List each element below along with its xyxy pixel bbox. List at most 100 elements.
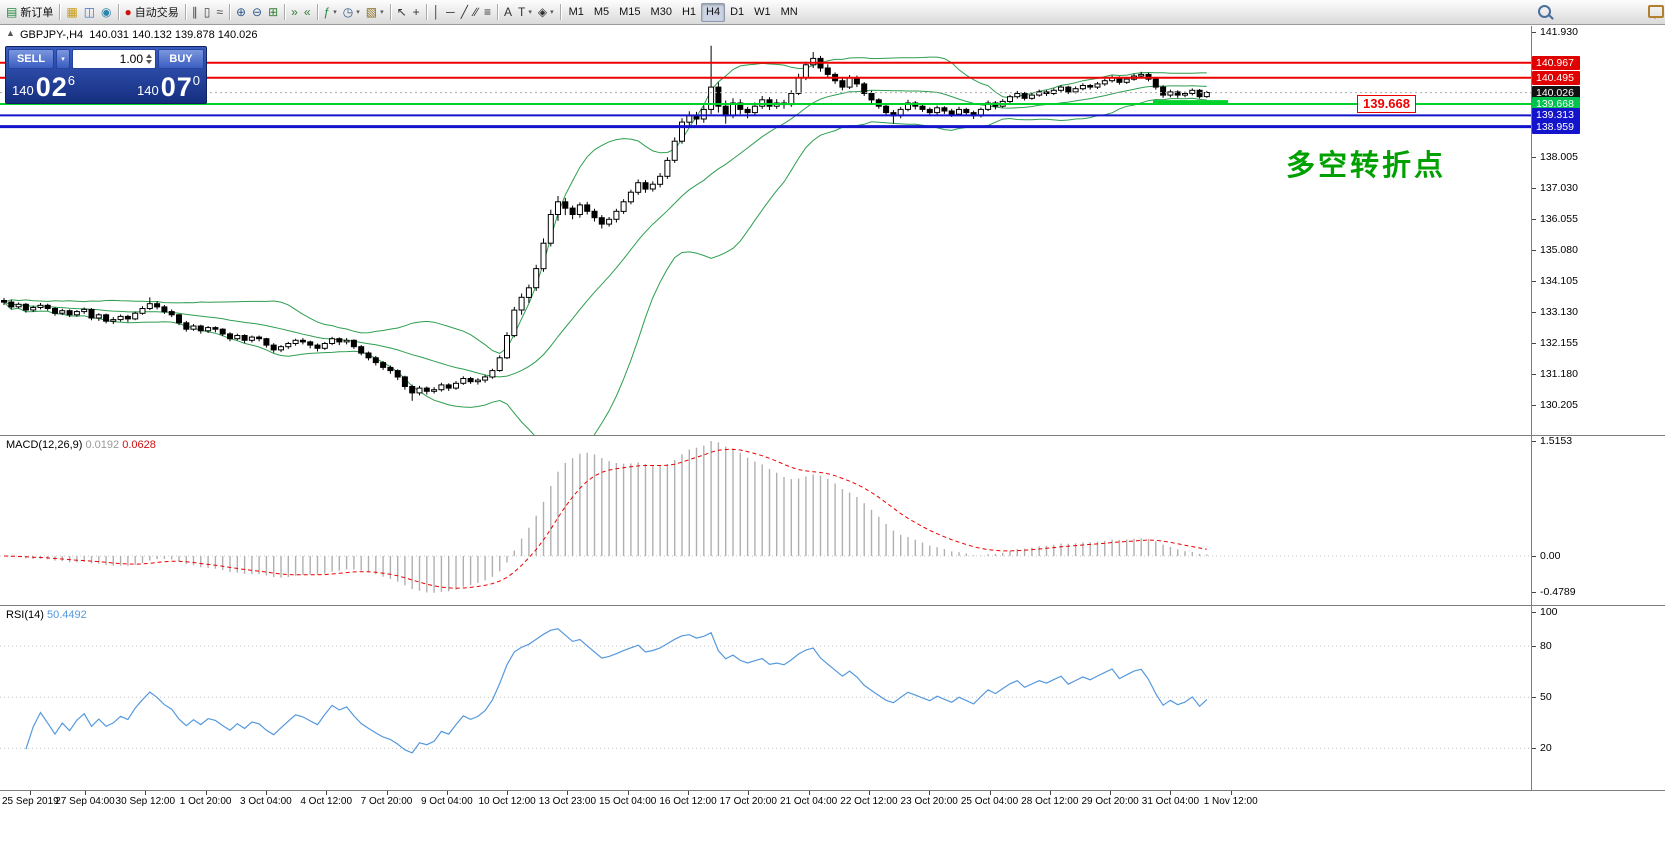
time-label: 25 Sep 2019 <box>2 796 59 807</box>
macd-indicator-pane[interactable] <box>0 436 1531 605</box>
rsi-label: RSI(14) 50.4492 <box>6 609 87 621</box>
time-tick <box>989 791 991 795</box>
candlestick-chart-button[interactable]: ▯ <box>201 2 214 22</box>
time-tick <box>386 791 388 795</box>
time-tick <box>808 791 810 795</box>
pane-separator[interactable] <box>0 435 1665 436</box>
price-badge: 138.959 <box>1532 119 1580 134</box>
tile-windows-button[interactable]: ⊞ <box>265 2 281 22</box>
price-label-object[interactable]: 139.668 <box>1357 95 1416 113</box>
horizontal-line-button[interactable]: ─ <box>443 2 458 22</box>
templates-button-icon: ▧ <box>365 5 378 19</box>
zoom-out-button[interactable]: ⊖ <box>249 2 265 22</box>
time-tick <box>205 791 207 795</box>
pane-separator[interactable] <box>0 605 1665 606</box>
cursor-button-icon: ↖ <box>396 5 407 19</box>
rsi-tick-label: 80 <box>1540 640 1552 653</box>
price-tick-label: 131.180 <box>1540 368 1578 381</box>
chart-shift-button[interactable]: « <box>301 2 314 22</box>
level-lines <box>0 61 1531 129</box>
bid-price[interactable]: 140 02 6 <box>12 73 75 101</box>
equidistant-channel-button[interactable]: ∕∕ <box>471 2 481 22</box>
timeframe-H4[interactable]: H4 <box>701 2 726 22</box>
equidistant-channel-button-icon: ∕∕ <box>473 5 478 19</box>
lot-preset-dropdown[interactable]: ▾ <box>56 49 70 69</box>
time-tick <box>929 791 931 795</box>
rsi-chart[interactable] <box>0 606 1531 789</box>
rsi-tick <box>1532 748 1536 750</box>
timeframe-W1[interactable]: W1 <box>749 3 776 22</box>
templates-button[interactable]: ▧ ▾ <box>363 2 387 22</box>
candlestick-chart[interactable] <box>0 26 1531 435</box>
price-badge: 140.026 <box>1532 85 1580 100</box>
price-scale[interactable]: 141.930 138.005 137.030 136.055 135.080 134.1… <box>1532 26 1665 790</box>
trade-panel-collapse-icon[interactable]: ▲ <box>6 28 15 38</box>
data-window-icon[interactable]: ◫ <box>81 2 98 22</box>
time-axis[interactable]: 25 Sep 2019 27 Sep 04:00 30 Sep 12:00 1 Oct… <box>0 790 1665 812</box>
macd-signal-value: 0.0628 <box>122 439 156 451</box>
navigator-icon[interactable]: ◉ <box>98 2 114 22</box>
indicators-button[interactable]: ƒ ▾ <box>321 2 340 22</box>
lot-size-input[interactable]: 1.00 <box>72 49 156 69</box>
timeframe-H1-label: H1 <box>681 6 697 18</box>
trendline-button-icon: ╱ <box>460 5 468 19</box>
price-chart-pane[interactable] <box>0 26 1531 435</box>
chart-annotation-text[interactable]: 多空转折点 <box>1286 150 1447 182</box>
periods-button[interactable]: ◷ ▾ <box>340 2 363 22</box>
time-label: 27 Sep 04:00 <box>55 796 115 807</box>
time-tick <box>265 791 267 795</box>
lot-increase-icon[interactable] <box>146 51 152 58</box>
time-tick <box>30 791 31 795</box>
toolbar-separator <box>389 4 391 20</box>
cursor-button[interactable]: ↖ <box>394 2 410 22</box>
lot-decrease-icon[interactable] <box>146 60 152 67</box>
timeframe-M15[interactable]: M15 <box>614 3 645 22</box>
crosshair-button[interactable]: + <box>410 2 423 22</box>
charts-window-icon[interactable]: ▦ <box>63 2 80 22</box>
shapes-button[interactable]: ◈ ▾ <box>535 2 557 22</box>
timeframe-M1[interactable]: M1 <box>564 3 589 22</box>
timeframe-MN[interactable]: MN <box>776 3 803 22</box>
macd-histogram <box>10 441 1208 593</box>
new-order-button[interactable]: ▤ 新订单 <box>3 2 56 22</box>
sell-button[interactable]: SELL <box>8 49 54 69</box>
zoom-in-button-icon: ⊕ <box>235 5 247 19</box>
rsi-indicator-pane[interactable] <box>0 606 1531 789</box>
time-label: 13 Oct 23:00 <box>538 796 597 807</box>
timeframe-H1[interactable]: H1 <box>677 3 701 22</box>
templates-button-caret: ▾ <box>380 9 384 16</box>
time-label: 16 Oct 12:00 <box>659 796 717 807</box>
time-tick <box>868 791 870 795</box>
timeframe-M5[interactable]: M5 <box>589 3 614 22</box>
time-label: 4 Oct 12:00 <box>300 796 353 807</box>
text-label-button[interactable]: T ▾ <box>515 2 535 22</box>
buy-button[interactable]: BUY <box>158 49 204 69</box>
trade-panel-prices: 140 02 6 140 07 0 <box>8 69 204 101</box>
timeframe-D1[interactable]: D1 <box>725 3 749 22</box>
auto-scroll-button[interactable]: » <box>288 2 301 22</box>
ask-price[interactable]: 140 07 0 <box>137 73 200 101</box>
bid-prefix: 140 <box>12 83 34 98</box>
time-label: 7 Oct 20:00 <box>360 796 413 807</box>
fibonacci-button[interactable]: ≡ <box>481 2 494 22</box>
text-button[interactable]: A <box>501 2 515 22</box>
vertical-line-button[interactable]: │ <box>430 2 444 22</box>
macd-chart[interactable] <box>0 436 1531 605</box>
zoom-in-button[interactable]: ⊕ <box>233 2 249 22</box>
trendline-button[interactable]: ╱ <box>458 2 471 22</box>
vertical-line-button-icon: │ <box>432 5 441 19</box>
line-chart-button[interactable]: ≈ <box>213 2 226 22</box>
search-icon[interactable] <box>1538 5 1551 23</box>
price-tick-label: 132.155 <box>1540 337 1578 350</box>
time-label: 3 Oct 04:00 <box>240 796 292 807</box>
lot-spinner[interactable] <box>146 51 152 67</box>
bar-chart-button[interactable]: ∥ <box>189 2 201 22</box>
time-label: 25 Oct 04:00 <box>960 796 1019 807</box>
chat-icon[interactable] <box>1648 5 1664 23</box>
time-tick <box>1170 791 1172 795</box>
timeframe-W1-label: W1 <box>754 6 771 18</box>
price-tick-label: 138.005 <box>1540 151 1578 163</box>
chart-symbol-ohlc-label: GBPJPY-,H4 140.031 140.132 139.878 140.0… <box>20 29 258 41</box>
autotrading-button[interactable]: ● 自动交易 <box>122 2 182 22</box>
timeframe-M30[interactable]: M30 <box>646 3 677 22</box>
